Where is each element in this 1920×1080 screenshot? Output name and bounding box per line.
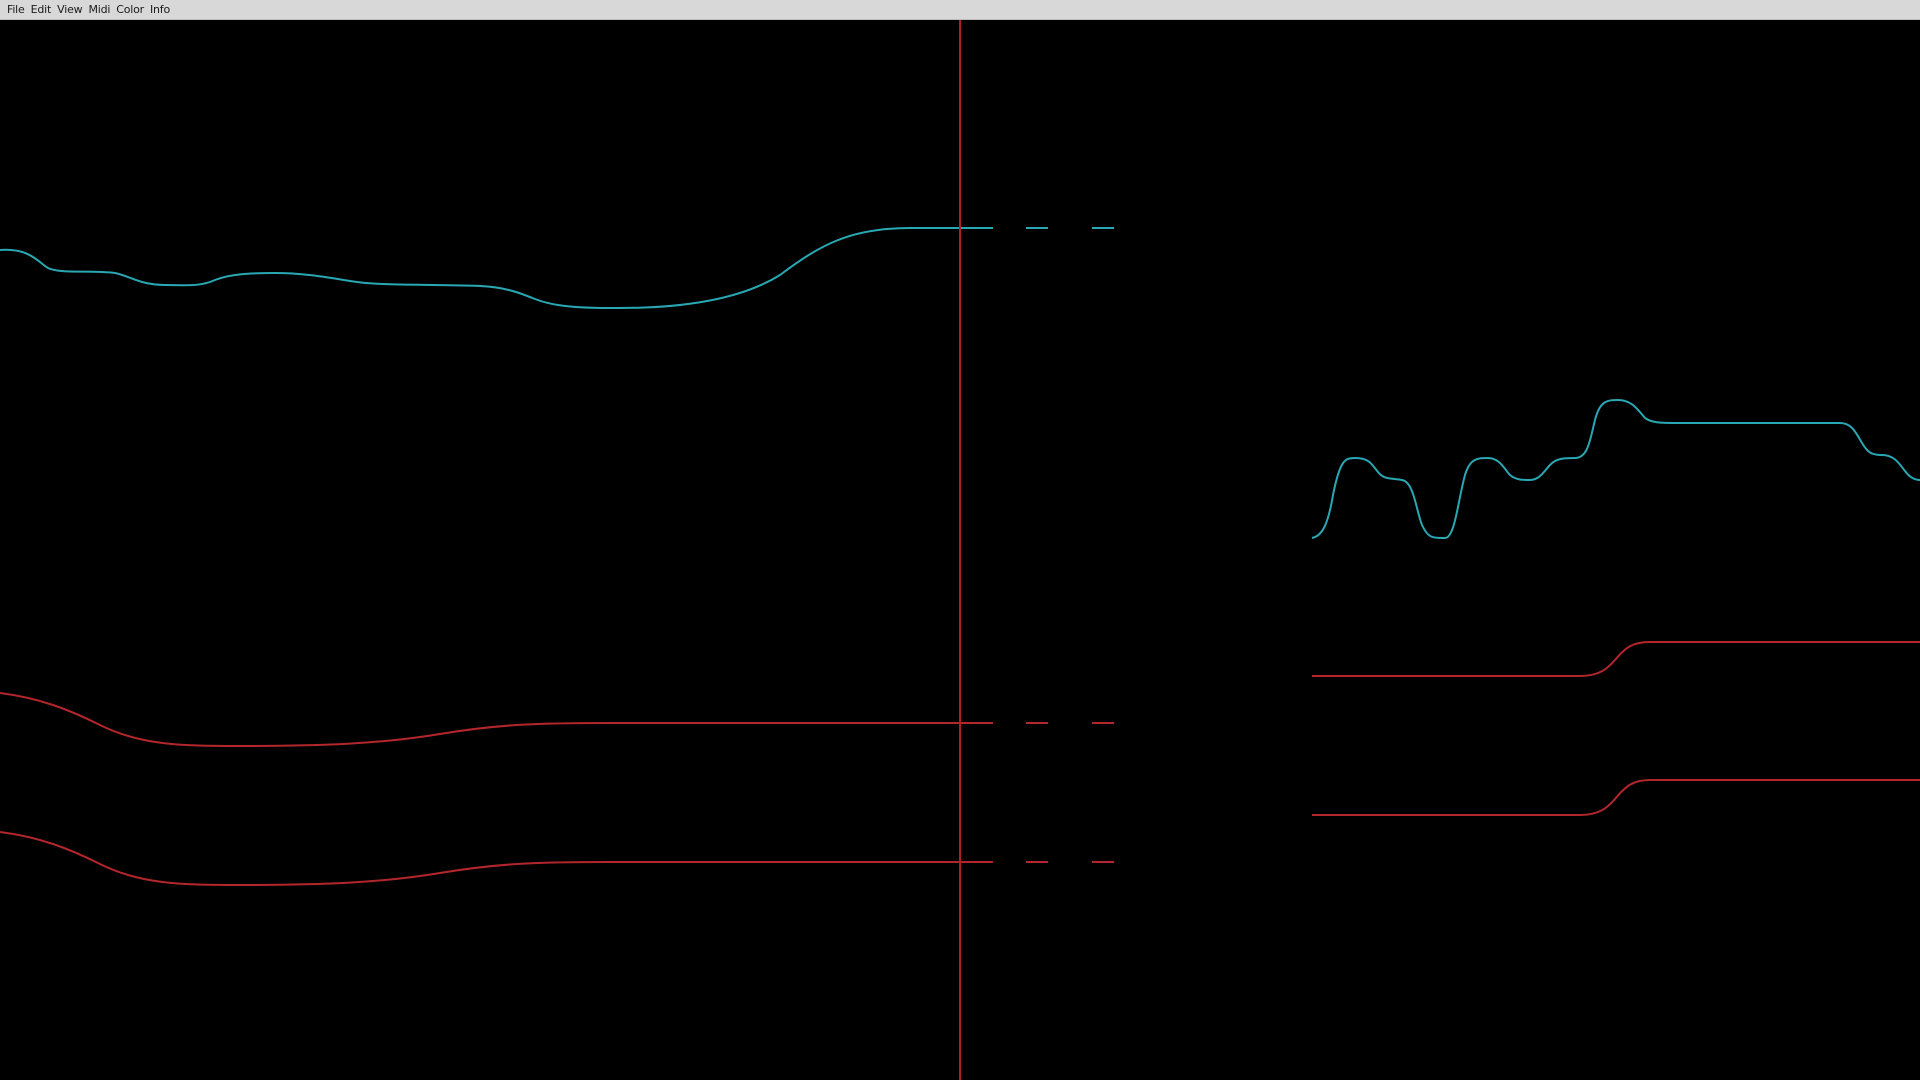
menu-color[interactable]: Color bbox=[116, 2, 144, 16]
red-curve-2-history[interactable] bbox=[0, 831, 993, 887]
editor-canvas[interactable] bbox=[0, 20, 1920, 1080]
cyan-curve-history[interactable] bbox=[0, 227, 993, 309]
cyan-curve-preview[interactable] bbox=[1311, 398, 1920, 540]
menu-file[interactable]: File bbox=[7, 2, 25, 16]
red-curve-1-preview[interactable] bbox=[1312, 641, 1920, 677]
menu-info[interactable]: Info bbox=[149, 2, 170, 16]
menu-edit[interactable]: Edit bbox=[30, 2, 52, 16]
menu-view[interactable]: View bbox=[57, 2, 83, 16]
curve-view[interactable] bbox=[0, 20, 1920, 1080]
menu-bar: File Edit View Midi Color Info bbox=[0, 0, 1920, 20]
red-curve-1-history[interactable] bbox=[0, 692, 993, 748]
menu-midi[interactable]: Midi bbox=[88, 2, 111, 16]
red-curve-2-preview[interactable] bbox=[1312, 779, 1920, 816]
